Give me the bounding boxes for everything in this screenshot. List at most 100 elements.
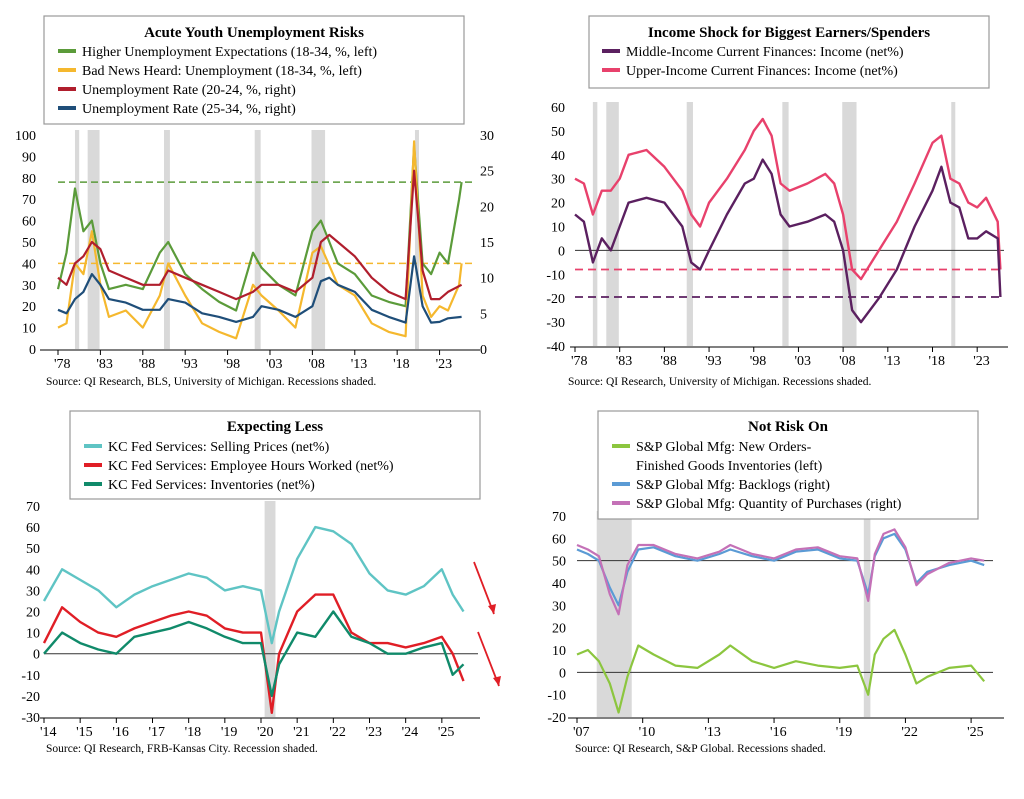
x-tick-label: '78 — [54, 357, 71, 372]
x-tick-label: '21 — [293, 725, 310, 740]
x-tick-label: '14 — [40, 725, 57, 740]
legend-label: Higher Unemployment Expectations (18-34,… — [82, 45, 377, 60]
trend-arrows — [473, 561, 501, 687]
x-tick-label: '93 — [181, 357, 198, 372]
legend-label: KC Fed Services: Employee Hours Worked (… — [108, 459, 394, 474]
legend-entries: Middle-Income Current Finances: Income (… — [602, 45, 904, 79]
legend-label: S&P Global Mfg: Quantity of Purchases (r… — [636, 497, 902, 512]
legend-box: Not Risk On S&P Global Mfg: New Orders- F… — [597, 410, 979, 520]
y-tick-label: 50 — [552, 555, 566, 570]
y-tick-label: 70 — [552, 510, 566, 525]
x-tick-label: '08 — [839, 354, 856, 369]
series-line — [576, 628, 986, 714]
recession-band — [254, 130, 261, 349]
legend-entries: KC Fed Services: Selling Prices (net%) KC… — [84, 440, 394, 493]
legend-label: KC Fed Services: Inventories (net%) — [108, 478, 315, 493]
x-tick-label: '10 — [639, 725, 656, 740]
y-tick-label: 80 — [22, 172, 36, 187]
series-lines — [576, 528, 986, 714]
y-tick-label: 10 — [551, 221, 565, 236]
y-tick-label: 10 — [552, 644, 566, 659]
legend-label: S&P Global Mfg: New Orders- — [636, 440, 812, 455]
x-axis-ticks: '14 '15 '16 '17 '18 '19 '20 '21 '22 '23 '24 '25 — [40, 718, 454, 740]
recession-band — [74, 130, 80, 349]
x-tick-label: '88 — [660, 354, 677, 369]
trend-arrow-lower-head — [493, 676, 501, 686]
chart-income-shock: -40 -30 -20 -10 0 10 20 30 40 50 60 '78 '83 '88 '93 '9… — [546, 15, 1008, 388]
y-tick-label: -10 — [21, 669, 40, 684]
y-tick-label: 90 — [22, 150, 36, 165]
y-tick-label: 0 — [558, 244, 565, 259]
legend-label: Finished Goods Inventories (left) — [636, 459, 823, 474]
series-lines — [42, 525, 465, 714]
y-axis-left-ticks: 0 10 20 30 40 50 60 70 80 90 100 — [15, 129, 36, 358]
chart-title: Income Shock for Biggest Earners/Spender… — [648, 25, 930, 41]
x-tick-label: '98 — [224, 357, 241, 372]
y-tick-label: 50 — [551, 125, 565, 140]
recession-band — [596, 511, 632, 717]
y-tick-label: -20 — [21, 690, 40, 705]
x-tick-label: '18 — [185, 725, 202, 740]
y-tick-label: -20 — [546, 292, 565, 307]
x-tick-label: '98 — [750, 354, 767, 369]
x-tick-label: '03 — [266, 357, 283, 372]
y-tick-label: 40 — [26, 563, 40, 578]
trend-arrow-lower — [477, 631, 500, 687]
y-tick-label: 20 — [552, 622, 566, 637]
y-tick-label: 30 — [26, 584, 40, 599]
chart-title: Not Risk On — [748, 419, 829, 435]
y-tick-label: 20 — [26, 606, 40, 621]
y-tick-label: 100 — [15, 129, 36, 144]
chart-expecting-less: -30 -20 -10 0 10 20 30 40 50 60 70 '14 '15 '16 '17 '18… — [21, 410, 501, 755]
recession-band — [264, 501, 276, 717]
chart-not-risk-on: -20 -10 0 10 20 30 40 50 60 70 '07 '10 '13 '16 '19 '22… — [547, 410, 1004, 755]
y-tick-label: 0 — [33, 648, 40, 663]
y-tick-label: 50 — [22, 236, 36, 251]
x-axis-ticks: '78 '83 '88 '93 '98 '03 '08 '13 '18 '23 — [54, 350, 452, 372]
series-line — [57, 169, 463, 301]
x-tick-label: '13 — [704, 725, 721, 740]
x-tick-label: '83 — [96, 357, 113, 372]
x-tick-label: '07 — [573, 725, 590, 740]
legend-box: Expecting Less KC Fed Services: Selling … — [69, 410, 481, 500]
x-tick-label: '03 — [794, 354, 811, 369]
chart-title: Acute Youth Unemployment Risks — [144, 25, 364, 41]
y-tick-label: 70 — [22, 193, 36, 208]
source-note: Source: QI Research, University of Michi… — [568, 376, 872, 388]
x-tick-label: '08 — [308, 357, 325, 372]
x-tick-label: '16 — [112, 725, 129, 740]
y-tick-label: 40 — [22, 257, 36, 272]
legend-label: Upper-Income Current Finances: Income (n… — [626, 64, 898, 79]
trend-arrow-upper-head — [488, 604, 496, 614]
series-line — [574, 117, 1002, 281]
legend-entries: S&P Global Mfg: New Orders- Finished Good… — [612, 440, 902, 512]
y-tick-label: 40 — [551, 149, 565, 164]
x-tick-label: '25 — [438, 725, 455, 740]
y-tick-label: 0 — [29, 343, 36, 358]
y-tick-label: 25 — [480, 165, 494, 180]
recession-band — [951, 102, 956, 346]
legend-entries: Higher Unemployment Expectations (18-34,… — [58, 45, 377, 117]
y-tick-label: -40 — [546, 340, 565, 355]
recession-band — [163, 130, 170, 349]
source-note: Source: QI Research, FRB-Kansas City. Re… — [46, 743, 318, 755]
recession-band — [414, 130, 419, 349]
x-tick-label: '23 — [366, 725, 383, 740]
x-axis-ticks: '78 '83 '88 '93 '98 '03 '08 '13 '18 '23 — [571, 347, 990, 369]
y-tick-label: 20 — [480, 200, 494, 215]
legend-label: Middle-Income Current Finances: Income (… — [626, 45, 904, 60]
legend-label: Unemployment Rate (25-34, %, right) — [82, 102, 296, 117]
y-tick-label: 0 — [559, 666, 566, 681]
y-tick-label: 10 — [26, 627, 40, 642]
series-line — [43, 610, 465, 698]
x-tick-label: '93 — [705, 354, 722, 369]
reference-lines — [575, 268, 1004, 298]
recession-band — [686, 102, 693, 346]
chart-title: Expecting Less — [227, 419, 323, 435]
legend-label: Bad News Heard: Unemployment (18-34, %, … — [82, 64, 362, 79]
recession-shading — [592, 102, 956, 346]
x-tick-label: '25 — [967, 725, 984, 740]
y-axis-ticks: -30 -20 -10 0 10 20 30 40 50 60 70 — [21, 500, 40, 726]
